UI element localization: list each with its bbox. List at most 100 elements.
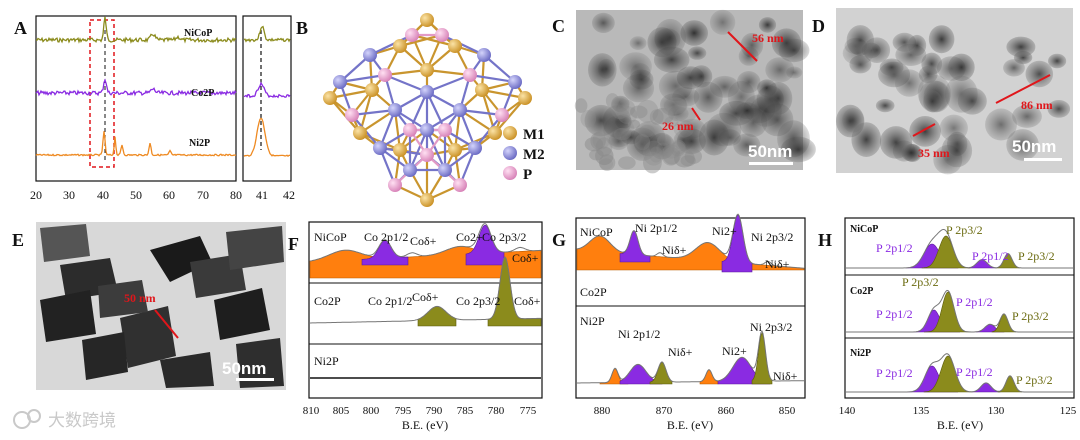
tem-particle (1012, 104, 1042, 128)
xrd-main-frame (35, 15, 237, 182)
xrd-label-co2p: Co2P (191, 88, 214, 99)
xps-h-nicop-envelope (846, 229, 1073, 269)
tem-d-measure-35: 35 nm (918, 146, 950, 160)
xps-f-x-ticks: 810 805 800 795 790 785 780 775 (303, 405, 537, 417)
tem-particle (592, 130, 610, 150)
crystal-bond (426, 91, 446, 131)
xps-h-frame (844, 217, 1075, 399)
xps-f-cod-mid2: Coδ+ (514, 294, 541, 308)
xps-h-p12-bot-l: P 2p1/2 (876, 366, 913, 380)
tem-particle (851, 122, 882, 157)
tem-particle (574, 98, 588, 113)
tem-particle (652, 108, 674, 125)
tem-d-scale-label: 50nm (1012, 137, 1056, 156)
tem-e-scale-bar (236, 378, 274, 381)
tem-particle (663, 147, 681, 165)
tem-particle (671, 139, 686, 155)
crystal-atom-m1 (420, 193, 434, 207)
tem-particle (1025, 60, 1054, 88)
watermark-text: 大数跨境 (48, 411, 116, 430)
tem-particle (618, 156, 636, 170)
tem-particle (918, 65, 938, 84)
tem-particle (733, 133, 761, 157)
crystal-atom-p (438, 123, 452, 137)
crystal-bond (329, 88, 373, 100)
tem-particle (909, 115, 941, 147)
tem-particle (758, 17, 777, 33)
legend-m1-swatch (503, 126, 517, 140)
tem-c-measure-56: 56 nm (752, 31, 784, 45)
tem-particle (40, 290, 96, 342)
crystal-bond (369, 34, 413, 56)
tem-particle (667, 106, 689, 122)
panel-label-g: G (552, 230, 566, 250)
tem-particle (939, 114, 968, 142)
xps-g-ni2plus-top: Ni2+ (712, 224, 737, 238)
xps-f-cod-mid1: Coδ+ (412, 290, 439, 304)
xps-g-ni2p32: Ni 2p3/2 (751, 230, 793, 244)
crystal-atom-m1 (448, 39, 462, 53)
crystal-atom-m1 (475, 83, 489, 97)
tem-particle (895, 69, 924, 97)
crystal-atom-m2 (420, 123, 434, 137)
tem-particle (901, 144, 921, 162)
tem-particle (608, 132, 629, 151)
panel-label-d: D (812, 16, 825, 36)
crystal-atom-p (420, 148, 434, 162)
tem-particle (928, 25, 955, 54)
xrd-inset-co2p (243, 81, 291, 99)
xps-f-tick: 785 (457, 405, 474, 417)
crystal-atom-m2 (363, 48, 377, 62)
xps-h-p12-mid-l: P 2p1/2 (876, 307, 913, 321)
tem-particle (584, 137, 604, 152)
panel-b-crystal: B M1 M2 P (296, 13, 545, 207)
xps-h-tick: 125 (1060, 405, 1077, 417)
tem-c-scale-bar (749, 162, 793, 165)
xps-f-tick: 775 (520, 405, 537, 417)
xps-g-frame (575, 217, 806, 399)
xps-g-nid-top2: Niδ+ (765, 257, 790, 271)
xps-f-tick: 780 (488, 405, 505, 417)
crystal-bond (408, 129, 429, 171)
tem-particle (626, 127, 658, 161)
panel-h-xps-p: H NiCoP P 2p1/2 P 2p3/2 P 2p1/2 P 2p3/2 … (818, 217, 1077, 432)
crystal-bond (426, 73, 471, 94)
xps-g-label-co2p: Co2P (580, 285, 607, 299)
panel-label-f: F (288, 234, 299, 254)
tem-particle (630, 62, 651, 86)
crystal-bond (339, 73, 386, 84)
crystal-atom-p (495, 108, 509, 122)
tem-particle (597, 58, 615, 79)
xps-h-ni2p-envelope (846, 353, 1073, 393)
xrd-inset-ni2p (243, 117, 291, 158)
xrd-tick: 70 (197, 188, 209, 202)
tem-particle (907, 34, 927, 56)
legend-p-label: P (523, 167, 532, 183)
xps-g-nicop-envelope (576, 213, 804, 269)
tem-particle (599, 158, 613, 170)
xrd-tick: 20 (30, 188, 42, 202)
tem-particle (735, 102, 759, 120)
xps-h-p32-bot-r: P 2p3/2 (1016, 373, 1053, 387)
tem-d-measure-line (995, 74, 1051, 104)
xps-f-nicop-envelope (309, 223, 541, 262)
xps-h-p12-top-l: P 2p1/2 (876, 241, 913, 255)
tem-particle (636, 99, 659, 123)
tem-particle (629, 36, 647, 50)
xps-g-tick: 870 (656, 405, 673, 417)
tem-particle (1047, 100, 1071, 118)
panel-label-h: H (818, 230, 832, 250)
tem-particle (610, 97, 630, 120)
crystal-bonds (329, 19, 526, 202)
tem-particle (611, 95, 630, 113)
tem-e-measure-50: 50 nm (124, 291, 156, 305)
xps-g-ni2p12: Ni 2p1/2 (635, 221, 677, 235)
xps-g-label-nicop: NiCoP (580, 225, 613, 239)
xrd-tick: 50 (130, 188, 142, 202)
tem-particle (670, 141, 686, 157)
tem-particle (649, 109, 664, 125)
xps-h-tick: 130 (988, 405, 1005, 417)
crystal-atom-p (378, 68, 392, 82)
panel-g-xps-ni: G NiCoP Ni 2p1/2 Niδ+ Ni2+ Ni 2p3/2 Niδ+… (552, 213, 806, 432)
tem-particle (709, 9, 736, 35)
